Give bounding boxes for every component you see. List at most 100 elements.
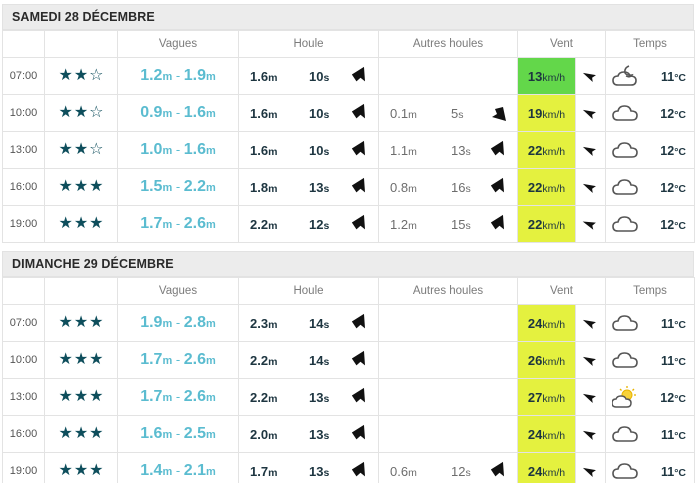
other-swell-cell: 0.6m 12s [378, 452, 518, 483]
swell: 2.2m 12s [238, 205, 379, 243]
wind-direction-icon [582, 431, 596, 441]
wind-speed: 13km/h [517, 57, 576, 95]
swell-period: 14s [309, 353, 330, 368]
other-swell-cell: 1.1m 13s [378, 131, 518, 169]
other-swell-direction-icon [490, 140, 505, 156]
swell-direction-icon [351, 177, 366, 193]
star-filled-icon: ★ [73, 215, 89, 232]
header-swell: Houle [238, 30, 379, 58]
weather-cell: 11°C [605, 304, 695, 342]
time-label: 10:00 [2, 341, 45, 379]
day-block: DIMANCHE 29 DÉCEMBRE Vagues Houle Autres… [2, 251, 695, 483]
header-wind: Vent [517, 277, 606, 305]
wind-direction-icon [582, 73, 596, 83]
star-filled-icon: ★ [73, 388, 89, 405]
other-swell-height: 0.8m [390, 180, 417, 195]
star-filled-icon: ★ [58, 67, 73, 84]
header-waves: Vagues [117, 30, 239, 58]
time-label: 07:00 [2, 304, 45, 342]
rating: ★ ★ ☆ [44, 94, 118, 132]
other-swell-cell [378, 57, 518, 95]
star-filled-icon: ★ [58, 425, 73, 442]
wind-direction-icon [582, 357, 596, 367]
day-rows: 07:00 ★ ★ ☆ 1.2m - 1.9m 1.6m 10s 13km/h 11°C 10:0… [2, 57, 695, 243]
weather-cell: 12°C [605, 205, 695, 243]
other-swell: 1.1m 13s [379, 132, 517, 168]
weather-cell: 12°C [605, 131, 695, 169]
star-filled-icon: ★ [73, 141, 89, 158]
wave-range: 1.5m - 2.2m [117, 168, 239, 206]
other-swell-period: 16s [451, 180, 471, 195]
day-title: DIMANCHE 29 DÉCEMBRE [2, 251, 694, 277]
other-swell-period: 13s [451, 143, 471, 158]
star-filled-icon: ★ [73, 351, 89, 368]
cloud-moon-icon [612, 65, 637, 86]
table-row: 16:00 ★ ★ ★ 1.6m - 2.5m 2.0m 13s 24km/h 11°C [2, 415, 695, 453]
cloud-icon [612, 426, 638, 442]
swell-direction-icon [351, 313, 366, 329]
swell: 2.2m 13s [238, 378, 379, 416]
star-filled-icon: ★ [73, 104, 89, 121]
rating: ★ ★ ★ [44, 378, 118, 416]
other-swell-height: 0.6m [390, 464, 417, 479]
other-swell-cell: 0.8m 16s [378, 168, 518, 206]
swell-height: 2.3m [250, 316, 278, 331]
swell-period: 10s [309, 69, 330, 84]
wind-speed: 22km/h [517, 168, 576, 206]
forecast-table: Vagues Houle Autres houles Vent Temps 07… [2, 277, 695, 483]
wave-range: 1.7m - 2.6m [117, 378, 239, 416]
rating: ★ ★ ★ [44, 168, 118, 206]
day-block: SAMEDI 28 DÉCEMBRE Vagues Houle Autres h… [2, 4, 695, 243]
star-filled-icon: ★ [73, 314, 89, 331]
wave-range: 1.0m - 1.6m [117, 131, 239, 169]
temperature: 12°C [660, 218, 686, 232]
table-row: 10:00 ★ ★ ☆ 0.9m - 1.6m 1.6m 10s 0.1m 5s 19km/h 12… [2, 94, 695, 132]
time-label: 19:00 [2, 452, 45, 483]
temperature: 11°C [660, 428, 686, 442]
wind-speed: 24km/h [517, 415, 576, 453]
temperature: 12°C [660, 181, 686, 195]
other-swell-height: 1.1m [390, 143, 417, 158]
swell-direction-icon [351, 350, 366, 366]
star-filled-icon: ★ [73, 462, 89, 479]
wave-range: 1.7m - 2.6m [117, 341, 239, 379]
swell-direction-icon [351, 103, 366, 119]
header-other-swell: Autres houles [378, 30, 518, 58]
time-label: 16:00 [2, 168, 45, 206]
temperature: 12°C [660, 107, 686, 121]
swell: 2.2m 14s [238, 341, 379, 379]
swell-direction-icon [351, 140, 366, 156]
swell-height: 2.2m [250, 353, 278, 368]
temperature: 11°C [660, 70, 686, 84]
star-filled-icon: ★ [58, 314, 73, 331]
wind-speed: 24km/h [517, 452, 576, 483]
swell: 2.3m 14s [238, 304, 379, 342]
wind-direction [575, 168, 606, 206]
rating: ★ ★ ★ [44, 341, 118, 379]
swell: 1.6m 10s [238, 131, 379, 169]
header-wind: Vent [517, 30, 606, 58]
temperature: 11°C [660, 465, 686, 479]
swell-period: 10s [309, 106, 330, 121]
weather-cell: 12°C [605, 378, 695, 416]
other-swell-period: 12s [451, 464, 471, 479]
rating: ★ ★ ☆ [44, 131, 118, 169]
wind-direction-icon [582, 320, 596, 330]
wind-direction-icon [582, 468, 596, 478]
wind-speed: 24km/h [517, 304, 576, 342]
star-filled-icon: ★ [58, 178, 73, 195]
wind-direction-icon [582, 221, 596, 230]
weather-cell: 12°C [605, 168, 695, 206]
table-row: 10:00 ★ ★ ★ 1.7m - 2.6m 2.2m 14s 26km/h 11°C [2, 341, 695, 379]
cloud-icon [612, 352, 638, 368]
day-rows: 07:00 ★ ★ ★ 1.9m - 2.8m 2.3m 14s 24km/h 11°C 10:0… [2, 304, 695, 483]
other-swell-cell [378, 304, 518, 342]
temperature: 11°C [660, 317, 686, 331]
star-filled-icon: ★ [73, 178, 89, 195]
table-row: 07:00 ★ ★ ★ 1.9m - 2.8m 2.3m 14s 24km/h 11°C [2, 304, 695, 342]
cloud-icon [612, 142, 638, 158]
star-filled-icon: ★ [58, 215, 73, 232]
time-label: 19:00 [2, 205, 45, 243]
swell-period: 13s [309, 180, 330, 195]
star-filled-icon: ★ [73, 67, 89, 84]
